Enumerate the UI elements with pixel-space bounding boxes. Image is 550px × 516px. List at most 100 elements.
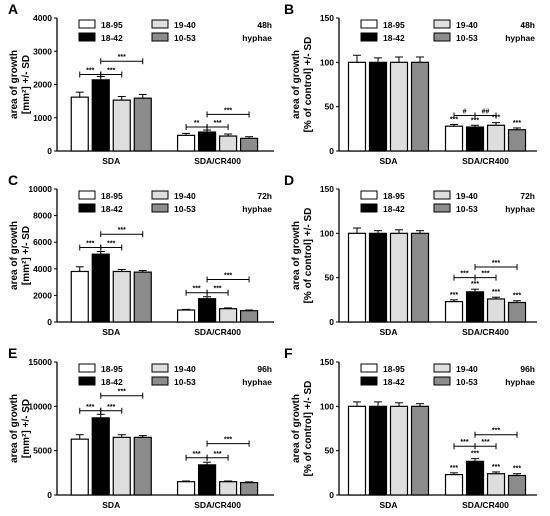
significance-label: *** [492,464,500,471]
bar [133,271,152,323]
bar [486,298,506,323]
panel-b: B 0 50 100 150 area of growth[% of control] +… [284,1,537,166]
bracket-label: *** [107,241,115,248]
bracket-label: *** [481,271,489,278]
x-tick-label: SDA/CR400 [194,500,241,510]
bar [176,134,196,152]
bracket-label: *** [460,439,468,446]
legend-entry: 19-40 [151,19,196,30]
bar [444,474,464,496]
bar [465,291,485,323]
bar [239,481,259,496]
legend-swatch [151,203,169,213]
bracket-label: *** [224,437,232,444]
y-tick-label: 100 [320,401,334,411]
legend-label: 19-40 [456,364,478,374]
panel-annotation: hyphae [242,204,272,214]
legend-entry: 10-53 [433,203,478,214]
legend-entry: 10-53 [433,376,478,387]
legend-swatch [151,376,169,386]
legend-swatch [78,32,96,42]
legend-entry: 10-53 [151,32,196,43]
bar [368,232,388,323]
y-tick-label: 50 [325,446,335,456]
legend-label: 19-40 [174,364,196,374]
legend-label: 10-53 [456,204,478,214]
bar [112,99,131,152]
panel-letter: D [284,172,294,188]
bracket-label: *** [492,260,500,267]
y-tick-label: 0 [329,317,334,327]
bracket-label: *** [86,241,94,248]
significance-label: *** [471,281,479,288]
bar [347,405,367,496]
panel-c: C 0 2000 4000 6000 8000 10000 area of growth[mm… [8,172,274,337]
bar [507,474,527,496]
y-axis-label: area of growth[mm²] +/- SD [9,394,32,463]
panel-annotation: hyphae [505,377,535,387]
bracket-label: # [463,109,467,116]
x-tick-label: SDA/CR400 [462,500,509,510]
legend-entry: 18-42 [78,376,123,387]
y-tick-label: 5000 [33,446,52,456]
significance-label: *** [471,451,479,458]
y-tick-label: 100 [320,228,334,238]
y-tick-label: 0 [47,146,52,156]
panel-annotation: hyphae [505,204,535,214]
legend-entry: 19-40 [433,363,478,374]
bar [218,308,238,323]
bar [197,131,217,152]
bar [368,61,388,152]
x-tick-label: SDA/CR400 [462,156,509,166]
y-tick-label: 150 [320,357,334,367]
panel-letter: A [8,1,18,17]
bar [444,125,464,152]
bar [507,301,527,323]
legend-swatch [78,203,96,213]
y-tick-label: 10000 [28,184,52,194]
legend-swatch [433,376,451,386]
legend-label: 18-95 [383,191,405,201]
bar [507,129,527,152]
panel-annotation: hyphae [505,33,535,43]
legend-entry: 10-53 [433,32,478,43]
legend-swatch [151,190,169,200]
bar [486,473,506,496]
y-tick-label: 150 [320,13,334,23]
bar [70,96,89,152]
panel-letter: B [284,1,294,17]
legend-label: 10-53 [456,33,478,43]
y-tick-label: 10000 [28,401,52,411]
bracket-label: ** [194,120,200,127]
y-axis-label: area of growth[% of control] +/- SD [291,208,314,304]
y-tick-label: 3000 [33,46,52,56]
bar [218,481,238,496]
bar [368,405,388,496]
bracket-label: *** [118,389,126,396]
bar [176,481,196,496]
x-tick-label: SDA [380,156,398,166]
bar [486,124,506,152]
bar [91,79,110,152]
significance-label: *** [492,289,500,296]
bar [218,135,238,152]
y-tick-label: 2000 [33,80,52,90]
bracket-label: *** [492,428,500,435]
legend-label: 18-42 [101,204,123,214]
legend-label: 19-40 [456,20,478,30]
bar [410,61,430,152]
bar [112,436,131,496]
y-tick-label: 2000 [33,290,52,300]
legend-label: 18-42 [383,377,405,387]
legend-swatch [360,363,378,373]
bar [239,137,259,152]
legend-entry: 18-42 [360,32,405,43]
legend-label: 10-53 [174,204,196,214]
legend-entry: 18-95 [78,190,123,201]
y-tick-label: 8000 [33,211,52,221]
legend-label: 10-53 [456,377,478,387]
bar [465,460,485,496]
x-tick-label: SDA [380,500,398,510]
legend-entry: 19-40 [151,190,196,201]
